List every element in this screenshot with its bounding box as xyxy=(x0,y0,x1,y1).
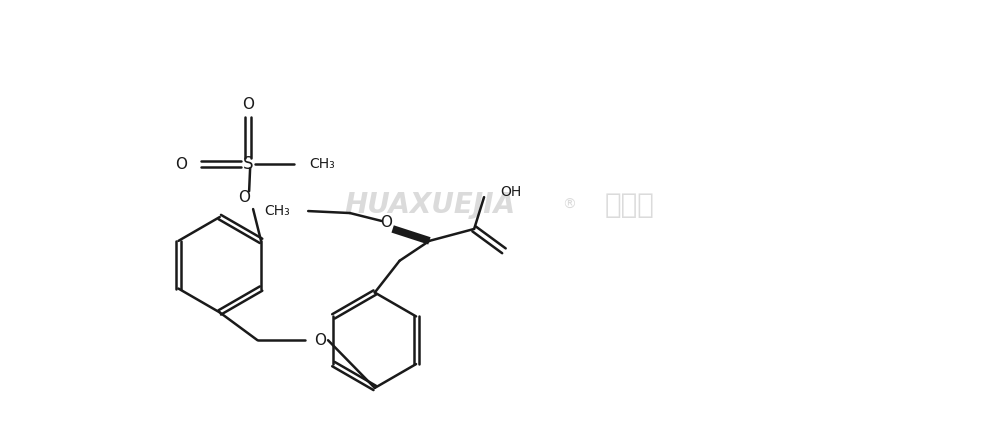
Text: O: O xyxy=(238,190,250,205)
Text: OH: OH xyxy=(500,185,522,199)
Text: ®: ® xyxy=(562,198,576,212)
Text: O: O xyxy=(379,216,391,231)
Text: HUAXUEJIA: HUAXUEJIA xyxy=(345,191,516,219)
Text: CH₃: CH₃ xyxy=(265,204,290,218)
Text: O: O xyxy=(314,333,326,348)
Text: 化学加: 化学加 xyxy=(605,191,654,219)
Text: O: O xyxy=(242,97,254,112)
Text: CH₃: CH₃ xyxy=(310,158,336,171)
Text: S: S xyxy=(243,155,253,173)
Text: O: O xyxy=(176,157,188,172)
